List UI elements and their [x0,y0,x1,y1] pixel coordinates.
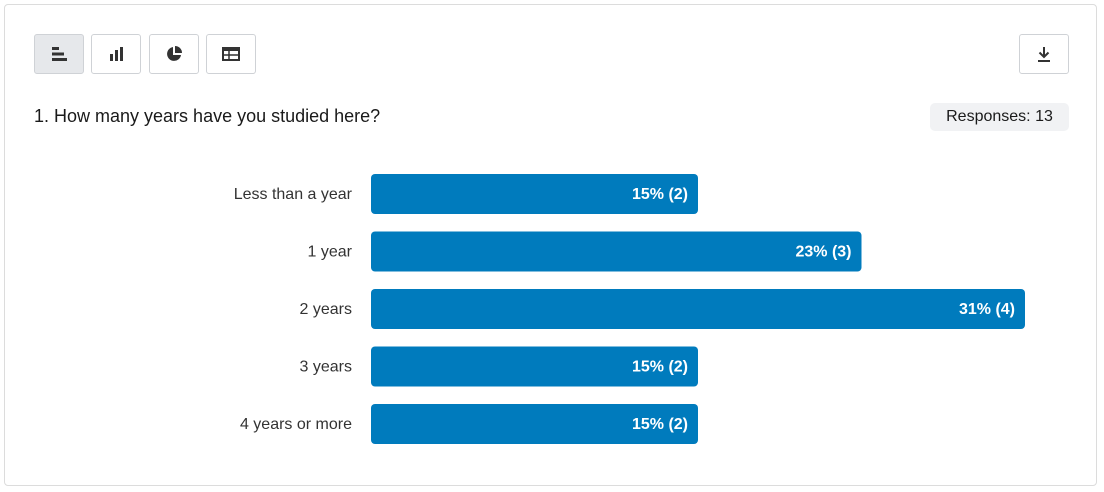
bar [371,404,698,444]
bar [371,174,698,214]
category-label: 3 years [300,359,352,376]
bar-horizontal-button[interactable] [34,34,84,74]
bar [371,346,698,387]
pie-button[interactable] [149,34,199,74]
responses-count: Responses: 13 [930,103,1069,131]
question-title: 1. How many years have you studied here? [34,106,381,126]
category-label: 1 year [308,244,353,261]
download-button[interactable] [1019,34,1069,74]
bar [371,289,1025,329]
bar-value-label: 23% (3) [795,244,851,261]
bar-value-label: 15% (2) [632,186,688,203]
bar-value-label: 15% (2) [632,359,688,376]
bar-vertical-button[interactable] [91,34,141,74]
category-label: 2 years [300,301,352,318]
category-label: 4 years or more [240,416,352,433]
bar-value-label: 31% (4) [959,301,1015,318]
bar-value-label: 15% (2) [632,416,688,433]
card [4,4,1097,486]
bar [371,231,862,272]
table-button[interactable] [206,34,256,74]
category-label: Less than a year [234,186,353,203]
